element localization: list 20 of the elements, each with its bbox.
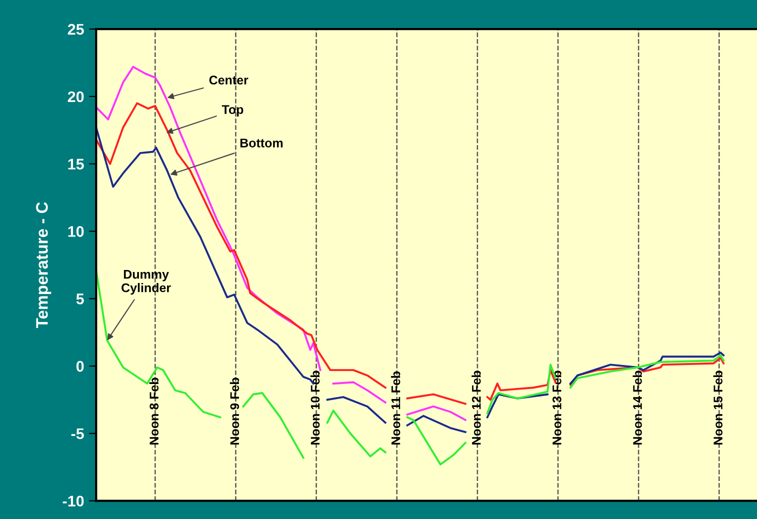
x-tick-label: Noon 12 Feb <box>472 370 481 444</box>
y-tick-label: 0 <box>76 360 84 372</box>
y-tick-label: 20 <box>68 91 84 102</box>
x-tick-label: Noon 10 Feb <box>310 370 320 444</box>
y-tick-label: -10 <box>62 496 84 507</box>
y-tick-label: 15 <box>68 158 84 170</box>
annotation: Center <box>209 76 248 84</box>
annotation: Dummy Cylinder <box>122 270 171 295</box>
y-tick-label: 10 <box>68 226 84 237</box>
annotation: Bottom <box>240 138 283 148</box>
x-tick-label: Noon 15 Feb <box>713 370 722 444</box>
y-tick-label: -5 <box>71 428 84 440</box>
x-tick-label: Noon 14 Feb <box>632 370 642 444</box>
y-tick-label: 5 <box>76 294 84 304</box>
y-tick-label: 25 <box>68 24 84 35</box>
annotation: Top <box>222 105 244 116</box>
y-axis-title: Temperature - C <box>36 202 52 328</box>
x-tick-label: Noon 9 Feb <box>230 378 240 444</box>
x-tick-label: Noon 11 Feb <box>391 371 400 444</box>
x-tick-label: Noon 8 Feb <box>149 378 159 444</box>
